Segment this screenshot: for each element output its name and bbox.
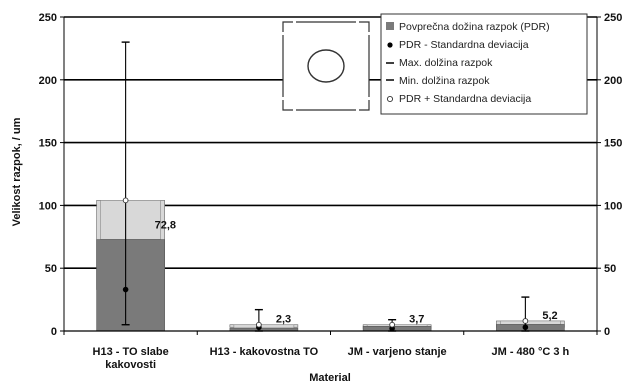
y-tick-label-left: 100: [39, 200, 57, 212]
legend: Povprečna dožina razpok (PDR) PDR - Stan…: [380, 13, 588, 115]
x-tick-label: kakovosti: [105, 359, 156, 371]
pdr-minus-sd-marker: [522, 324, 529, 331]
legend-label-pdr: Povprečna dožina razpok (PDR): [399, 21, 550, 33]
x-axis-title: Material: [309, 372, 351, 383]
x-tick-label: H13 - TO slabe: [93, 346, 169, 358]
pdr-plus-sd-marker: [256, 321, 262, 328]
data-label: 5,2: [542, 310, 557, 322]
y-tick-label-right: 200: [604, 75, 622, 87]
data-label: 72,8: [155, 219, 176, 231]
y-axis-title: Velikost razpok, / um: [11, 117, 23, 226]
pdr-plus-sd-marker: [122, 197, 129, 204]
error-bars: [121, 41, 530, 332]
data-label: 2,3: [276, 314, 291, 326]
specimen-inset-icon: [282, 21, 370, 111]
data-label: 3,7: [409, 314, 424, 326]
legend-label-pdr-minus-sd: PDR - Standardna deviacija: [399, 39, 529, 51]
stddev-upper: [100, 200, 161, 240]
legend-swatch-pdr-minus-sd: [387, 42, 393, 48]
y-tick-label-left: 150: [39, 138, 57, 150]
y-tick-label-right: 100: [604, 200, 622, 212]
x-tick-label: JM - 480 °C 3 h: [491, 346, 569, 358]
y-tick-label-right: 250: [604, 12, 622, 24]
legend-swatch-bar: [386, 22, 394, 30]
y-tick-label-right: 0: [604, 326, 610, 338]
x-tick-label: JM - varjeno stanje: [348, 346, 447, 358]
legend-label-min: Min. dolžina razpok: [399, 75, 490, 87]
bars: [96, 239, 565, 332]
legend-label-max: Max. dolžina razpok: [399, 57, 493, 69]
x-tick-label: H13 - kakovostna TO: [210, 346, 319, 358]
pdr-plus-sd-marker: [522, 318, 529, 324]
y-tick-label-left: 200: [39, 75, 57, 87]
axes: 0 0 50 50 100 100 150 150 200 200 250 250: [39, 12, 623, 338]
bar: [362, 326, 432, 332]
y-tick-label-right: 150: [604, 138, 622, 150]
y-tick-label-right: 50: [604, 263, 616, 275]
legend-swatch-pdr-plus-sd: [386, 95, 394, 103]
y-tick-label-left: 250: [39, 12, 57, 24]
bar: [96, 239, 165, 332]
pdr-minus-sd-marker: [122, 286, 129, 293]
legend-label-pdr-plus-sd: PDR + Standardna deviacija: [399, 93, 531, 105]
y-tick-label-left: 0: [51, 326, 57, 338]
y-tick-label-left: 50: [45, 263, 57, 275]
bar: [496, 324, 565, 332]
pdr-plus-sd-marker: [389, 321, 395, 328]
